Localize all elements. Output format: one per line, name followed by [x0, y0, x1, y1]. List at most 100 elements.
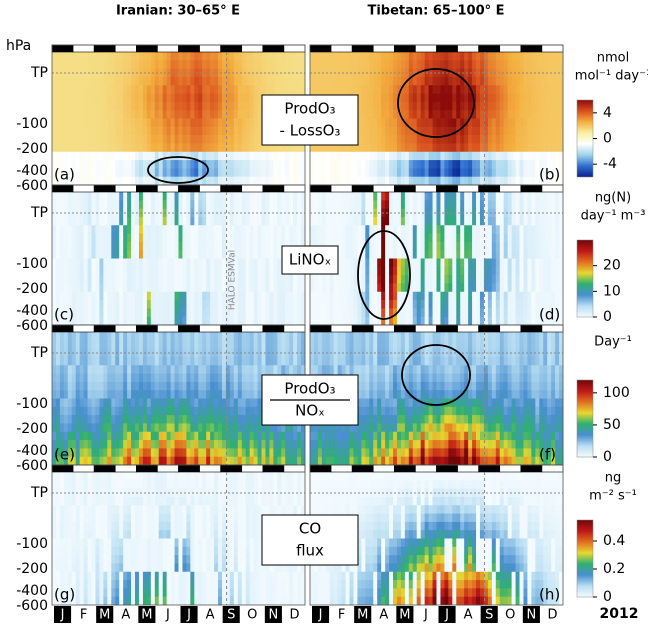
heatmap-cell — [365, 200, 370, 210]
heatmap-cell — [432, 308, 437, 318]
heatmap-cell — [249, 192, 255, 201]
heatmap-cell — [170, 406, 175, 416]
heatmap-cell — [63, 118, 69, 128]
heatmap-cell — [527, 308, 532, 318]
heatmap-cell — [83, 250, 88, 259]
heatmap-cell — [119, 283, 124, 293]
heatmap-cell — [519, 316, 524, 326]
heatmap-cell — [229, 118, 235, 128]
heatmap-cell — [361, 126, 366, 136]
heatmap-cell — [476, 300, 481, 309]
heatmap-cell — [424, 60, 429, 70]
heatmap-cell — [83, 60, 88, 70]
heatmap-cell — [146, 160, 152, 169]
heatmap-cell — [337, 308, 343, 318]
heatmap-cell — [59, 60, 65, 70]
heatmap-cell — [321, 208, 327, 218]
heatmap-cell — [257, 93, 262, 103]
heatmap-cell — [123, 192, 128, 201]
heatmap-cell — [123, 316, 128, 326]
heatmap-cell — [293, 52, 298, 61]
heatmap-cell — [555, 60, 560, 70]
heatmap-cell — [369, 76, 374, 86]
heatmap-cell — [123, 143, 128, 153]
heatmap-cell — [440, 93, 445, 103]
heatmap-cell — [214, 200, 219, 210]
heatmap-cell — [523, 110, 528, 119]
heatmap-cell — [420, 76, 426, 86]
heatmap-cell — [131, 373, 136, 383]
heatmap-cell — [452, 151, 457, 161]
heatmap-cell — [103, 216, 108, 226]
heatmap-cell — [91, 431, 96, 441]
heatmap-cell — [229, 200, 235, 210]
heatmap-cell — [162, 76, 168, 86]
heatmap-cell — [245, 300, 251, 309]
heatmap-cell — [83, 76, 88, 86]
heatmap-cell — [119, 406, 124, 416]
heatmap-cell — [531, 126, 536, 136]
heatmap-cell — [237, 348, 243, 358]
heatmap-cell — [416, 126, 422, 136]
heatmap-cell — [150, 283, 156, 293]
heatmap-cell — [432, 291, 437, 301]
heatmap-cell — [503, 258, 509, 268]
heatmap-cell — [361, 101, 366, 111]
heatmap-cell — [444, 85, 449, 94]
heatmap-cell — [178, 135, 183, 144]
month-bar — [499, 44, 522, 53]
heatmap-cell — [444, 216, 449, 226]
heatmap-cell — [59, 456, 65, 466]
heatmap-cell — [210, 275, 215, 284]
heatmap-cell — [214, 160, 219, 169]
heatmap-cell — [206, 415, 211, 424]
heatmap-cell — [369, 110, 374, 119]
heatmap-cell — [229, 365, 235, 374]
heatmap-cell — [432, 176, 437, 186]
heatmap-cell — [79, 291, 85, 301]
heatmap-cell — [91, 168, 96, 178]
heatmap-cell — [515, 308, 520, 318]
heatmap-cell — [321, 160, 327, 169]
heatmap-cell — [269, 291, 274, 301]
heatmap-cell — [452, 135, 457, 144]
heatmap-cell — [412, 176, 418, 186]
heatmap-cell — [135, 126, 140, 136]
heatmap-cell — [464, 316, 469, 326]
heatmap-cell — [91, 456, 96, 466]
heatmap-cell — [52, 456, 57, 466]
column-title: Tibetan: 65–100° E — [367, 4, 504, 19]
heatmap-cell — [198, 440, 203, 449]
heatmap-cell — [269, 192, 274, 201]
heatmap-cell — [511, 151, 516, 161]
heatmap-cell — [503, 101, 509, 111]
heatmap-cell — [412, 76, 418, 86]
heatmap-cell — [233, 291, 239, 301]
heatmap-cell — [119, 398, 124, 408]
heatmap-cell — [174, 381, 179, 391]
heatmap-cell — [99, 448, 104, 458]
heatmap-cell — [523, 275, 528, 284]
heatmap-cell — [233, 258, 239, 268]
heatmap-cell — [515, 300, 520, 309]
heatmap-cell — [123, 356, 128, 366]
heatmap-cell — [448, 168, 453, 178]
heatmap-cell — [221, 365, 227, 374]
heatmap-cell — [412, 250, 418, 259]
heatmap-cell — [123, 423, 128, 433]
heatmap-cell — [444, 143, 449, 153]
heatmap-cell — [555, 275, 560, 284]
heatmap-cell — [198, 200, 203, 210]
heatmap-cell — [468, 110, 473, 119]
heatmap-cell — [479, 176, 485, 186]
heatmap-cell — [428, 192, 433, 201]
heatmap-cell — [154, 233, 160, 243]
heatmap-cell — [393, 135, 398, 144]
heatmap-cell — [396, 101, 402, 111]
heatmap-cell — [99, 118, 104, 128]
heatmap-cell — [329, 168, 335, 178]
heatmap-cell — [218, 250, 223, 259]
heatmap-cell — [317, 151, 323, 161]
heatmap-cell — [182, 101, 187, 111]
heatmap-cell — [166, 200, 171, 210]
